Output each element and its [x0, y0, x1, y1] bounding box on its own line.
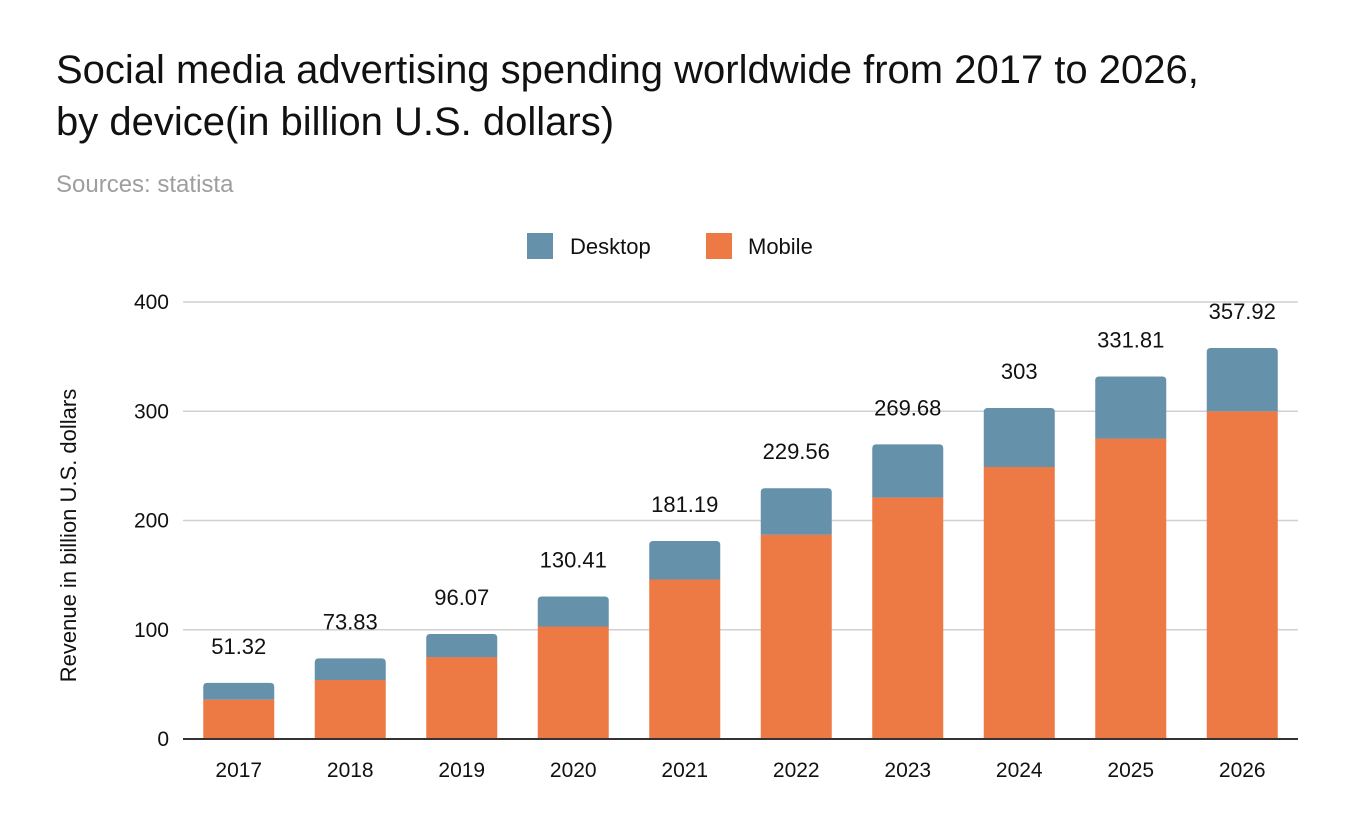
bar-segment-desktop-2023 [872, 444, 944, 498]
y-tick-label: 100 [134, 619, 169, 642]
total-label-2021: 181.19 [651, 492, 718, 517]
total-label-2022: 229.56 [763, 439, 830, 464]
x-tick-label: 2024 [996, 759, 1043, 782]
y-axis-title: Revenue in billion U.S. dollars [56, 389, 81, 683]
x-tick-label: 2017 [215, 759, 262, 782]
bar-segment-mobile-2025 [1095, 438, 1167, 739]
x-tick-label: 2023 [884, 759, 931, 782]
y-tick-label: 0 [157, 728, 169, 751]
total-label-2019: 96.07 [434, 585, 489, 610]
legend-swatch-desktop [527, 233, 553, 259]
x-tick-label: 2019 [438, 759, 485, 782]
bar-segment-desktop-2026 [1206, 347, 1278, 412]
bar-segment-desktop-2022 [760, 488, 832, 535]
total-label-2025: 331.81 [1097, 327, 1164, 352]
bar-segment-desktop-2020 [537, 596, 609, 627]
bar-segment-desktop-2021 [649, 541, 721, 580]
bar-segment-desktop-2018 [314, 658, 386, 681]
bar-segment-desktop-2017 [203, 682, 275, 700]
x-tick-label: 2021 [661, 759, 708, 782]
bar-segment-mobile-2018 [314, 680, 386, 739]
total-label-2020: 130.41 [540, 548, 607, 573]
x-tick-label: 2018 [327, 759, 374, 782]
legend-swatch-mobile [706, 233, 732, 259]
x-axis-ticks: 2017 2018 2019 2020 2021 2022 2023 2024 2025 2026 [215, 759, 1265, 782]
x-tick-label: 2020 [550, 759, 597, 782]
total-label-2017: 51.32 [211, 634, 266, 659]
chart-title-line-1: Social media advertising spending worldw… [56, 48, 1199, 92]
total-label-2026: 357.92 [1209, 299, 1276, 324]
bar-segment-mobile-2019 [426, 657, 498, 739]
total-data-labels: 51.32 73.83 96.07 130.41 181.19 229.56 269.68 3… [211, 299, 1276, 659]
legend-label-desktop: Desktop [570, 234, 651, 259]
bar-segment-desktop-2025 [1095, 376, 1167, 439]
y-tick-label: 400 [134, 291, 169, 314]
bar-segment-mobile-2017 [203, 699, 275, 739]
total-label-2018: 73.83 [323, 609, 378, 634]
x-tick-label: 2025 [1107, 759, 1154, 782]
bar-segment-mobile-2022 [760, 534, 832, 739]
y-tick-label: 300 [134, 400, 169, 423]
legend-label-mobile: Mobile [748, 234, 813, 259]
x-tick-label: 2026 [1219, 759, 1266, 782]
bar-segment-desktop-2024 [983, 407, 1055, 467]
bar-segment-mobile-2024 [983, 466, 1055, 739]
bar-segment-mobile-2021 [649, 579, 721, 739]
y-axis-ticks: 0 100 200 300 400 [134, 291, 169, 751]
bar-series [203, 347, 1278, 739]
chart-subtitle: Sources: statista [56, 171, 234, 198]
chart-legend: Desktop Mobile [527, 233, 813, 259]
bar-segment-mobile-2023 [872, 497, 944, 739]
total-label-2024: 303 [1001, 359, 1038, 384]
bar-segment-mobile-2020 [537, 626, 609, 739]
chart-title: Social media advertising spending worldw… [56, 44, 1316, 148]
bar-segment-desktop-2019 [426, 634, 498, 658]
total-label-2023: 269.68 [874, 395, 941, 420]
x-tick-label: 2022 [773, 759, 820, 782]
bar-segment-mobile-2026 [1206, 411, 1278, 739]
y-tick-label: 200 [134, 510, 169, 533]
chart-title-line-2: by device(in billion U.S. dollars) [56, 100, 615, 144]
